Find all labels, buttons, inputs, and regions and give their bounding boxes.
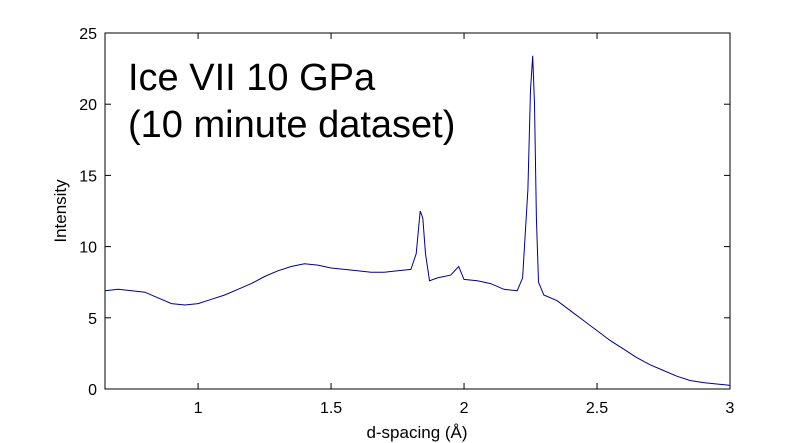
y-tick-label: 0 [88,382,97,399]
y-tick-label: 25 [79,26,97,43]
x-tick-label: 1.5 [320,400,342,417]
axis-ticks [105,32,731,390]
x-tick-label: 3 [726,400,735,417]
x-tick-label: 1 [194,400,203,417]
y-tick-label: 5 [88,311,97,328]
x-tick-label: 2.5 [586,400,608,417]
y-axis-title: Intensity [51,179,70,243]
x-axis-title: d-spacing (Å) [366,423,467,442]
y-tick-label: 20 [79,97,97,114]
x-tick-label: 2 [460,400,469,417]
axis-tick-labels: 1 1.5 2 2.5 3 0 5 10 15 20 25 [79,26,734,417]
y-tick-label: 15 [79,168,97,185]
annotation-line-1: Ice VII 10 GPa [128,57,376,99]
plot-area [104,32,731,390]
annotation-line-2: (10 minute dataset) [128,104,455,146]
series-line [104,55,731,386]
y-tick-label: 10 [79,240,97,257]
